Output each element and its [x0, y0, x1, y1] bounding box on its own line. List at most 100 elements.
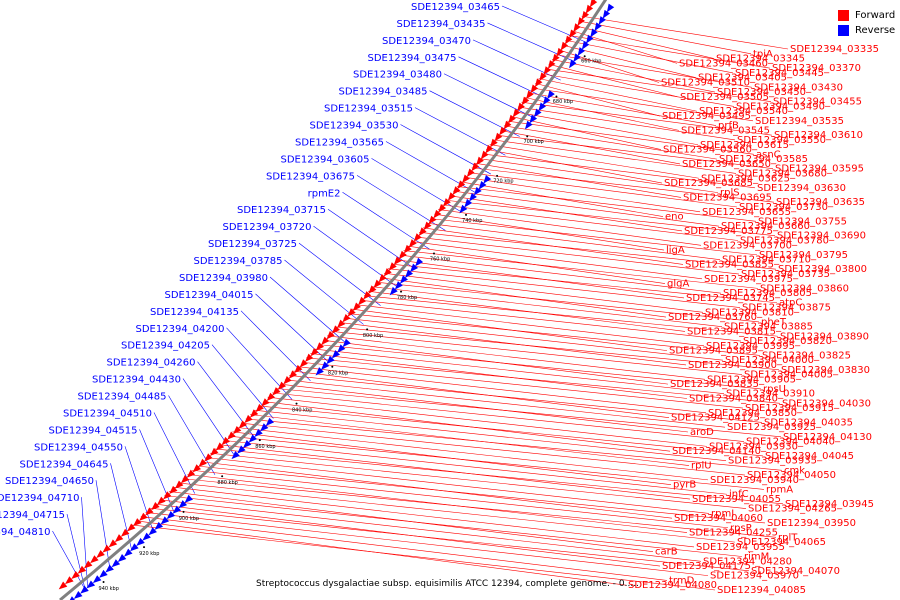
forward-gene-22 — [499, 126, 507, 136]
forward-gene-label-110: SDE12394_03970 — [710, 571, 799, 582]
forward-gene-60 — [310, 347, 319, 357]
forward-gene-label-87: rplU — [691, 461, 712, 472]
forward-gene-label-20: SDE12394_03615 — [700, 140, 789, 151]
tick-dot-1 — [555, 95, 558, 98]
forward-leader-line-81 — [276, 388, 782, 438]
forward-gene-53 — [347, 308, 356, 317]
forward-gene-91 — [133, 518, 142, 527]
forward-gene-label-4: SDE12394_03370 — [772, 63, 861, 74]
forward-gene-label-107: SDE12394_04280 — [703, 556, 792, 567]
forward-leader-line-66 — [339, 322, 687, 366]
forward-leader-line-28 — [486, 148, 663, 184]
forward-leader-line-76 — [297, 366, 707, 414]
reverse-gene-58 — [80, 585, 89, 594]
forward-gene-label-62: SDE12394_03995 — [706, 341, 795, 352]
forward-gene-96 — [102, 544, 111, 553]
forward-gene-100 — [77, 565, 87, 574]
forward-leader-line-0 — [581, 15, 789, 50]
forward-leader-line-46 — [419, 232, 777, 270]
forward-gene-label-1: tpiA — [753, 49, 773, 60]
forward-leader-line-111 — [140, 516, 668, 581]
forward-gene-label-59: SDE12394_03815 — [687, 326, 776, 337]
forward-leader-line-22 — [507, 120, 755, 155]
reverse-gene-26 — [394, 281, 403, 290]
reverse-gene-label-24: SDE12394_04510 — [63, 408, 152, 419]
forward-gene-label-76: SDE12394_03850 — [708, 408, 797, 419]
forward-gene-78 — [210, 447, 219, 457]
forward-gene-label-14: SDE12394_03495 — [662, 111, 751, 122]
forward-gene-30 — [462, 174, 470, 184]
forward-gene-label-31: SDE12394_03695 — [683, 192, 772, 203]
reverse-gene-label-30: SDE12394_04715 — [0, 510, 65, 521]
reverse-gene-42 — [178, 500, 188, 509]
forward-gene-82 — [186, 469, 196, 478]
forward-leader-line-19 — [517, 106, 736, 141]
reverse-leader-line-15 — [284, 259, 364, 325]
forward-gene-label-85: SDE12394_04045 — [765, 451, 854, 462]
reverse-gene-10 — [547, 90, 555, 99]
reverse-gene-0 — [606, 3, 615, 13]
tick-dot-5 — [432, 252, 435, 255]
reverse-gene-28 — [342, 338, 351, 348]
tick-label-1: 680 kbp — [553, 99, 573, 105]
forward-leader-line-13 — [538, 78, 698, 112]
reverse-gene-label-21: SDE12394_04260 — [107, 358, 196, 369]
reverse-leader-line-23 — [168, 395, 216, 475]
tick-label-8: 820 kbp — [328, 370, 348, 376]
forward-gene-label-38: SDE12394_03775 — [684, 226, 773, 237]
forward-gene-72 — [244, 414, 253, 424]
forward-gene-49 — [368, 285, 377, 294]
forward-leader-line-57 — [375, 281, 760, 323]
reverse-leader-line-16 — [269, 276, 347, 344]
forward-leader-line-27 — [489, 144, 700, 179]
reverse-leader-line-26 — [124, 446, 154, 532]
forward-gene-label-52: SDE12394_03745 — [686, 293, 775, 304]
genome-backbone-arc — [59, 0, 608, 600]
forward-gene-70 — [255, 403, 264, 413]
forward-leader-line-69 — [327, 335, 706, 380]
reverse-gene-label-4: SDE12394_03480 — [353, 70, 442, 81]
reverse-gene-46 — [154, 521, 164, 530]
forward-gene-label-97: rpmI — [711, 508, 734, 519]
forward-gene-66 — [277, 381, 287, 390]
forward-gene-label-108: SDE12394_04175 — [662, 561, 751, 572]
reverse-leader-line-31 — [52, 530, 86, 590]
forward-gene-label-39: SDE12394_03690 — [777, 231, 866, 242]
forward-gene-label-48: SDE12394_03975 — [704, 274, 793, 285]
forward-gene-36 — [433, 209, 442, 219]
reverse-leader-line-1 — [487, 22, 575, 62]
reverse-leader-line-24 — [153, 412, 196, 494]
forward-gene-75 — [227, 431, 236, 440]
forward-gene-label-7: SDE12394_03510 — [661, 78, 750, 89]
forward-leader-line-40 — [441, 204, 739, 241]
forward-gene-67 — [272, 387, 281, 396]
forward-leader-line-93 — [223, 440, 728, 495]
reverse-gene-38 — [242, 439, 252, 449]
tick-dot-2 — [526, 135, 529, 138]
forward-leader-line-100 — [191, 469, 729, 529]
forward-leader-line-35 — [460, 181, 664, 217]
reverse-gene-label-0: SDE12394_03465 — [411, 2, 500, 13]
forward-gene-27 — [476, 156, 484, 166]
tick-dot-14 — [102, 580, 105, 583]
forward-gene-15 — [530, 84, 539, 94]
forward-gene-94 — [114, 534, 124, 543]
forward-gene-10 — [552, 54, 560, 63]
reverse-leader-line-5 — [429, 90, 520, 137]
forward-gene-label-29: SDE12394_03630 — [757, 183, 846, 194]
reverse-gene-label-22: SDE12394_04430 — [92, 375, 181, 386]
reverse-gene-label-23: SDE12394_04485 — [78, 392, 167, 403]
forward-leader-line-2 — [575, 25, 715, 59]
forward-leader-line-106 — [164, 495, 743, 557]
reverse-leader-line-11 — [342, 192, 430, 250]
forward-gene-86 — [163, 491, 172, 500]
gene-labels: SDE12394_03465 SDE12394_03435 SDE12394_034… — [0, 2, 879, 596]
forward-leader-line-88 — [245, 418, 783, 471]
reverse-gene-label-25: SDE12394_04515 — [49, 425, 138, 436]
forward-leader-line-64 — [347, 313, 761, 356]
forward-gene-1 — [589, 0, 598, 8]
reverse-gene-5 — [586, 34, 594, 44]
reverse-gene-label-27: SDE12394_04645 — [20, 459, 109, 470]
forward-gene-42 — [403, 244, 412, 254]
reverse-gene-label-13: SDE12394_03720 — [223, 222, 312, 233]
